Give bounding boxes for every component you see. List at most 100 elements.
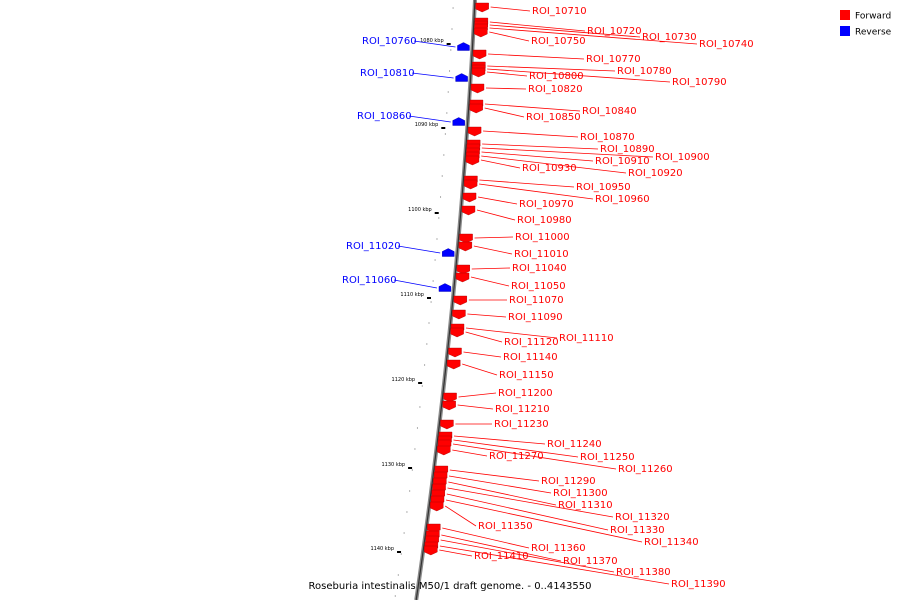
gene-roi-10980[interactable] — [461, 205, 476, 216]
gene-label-roi-10920[interactable]: ROI_10920 — [628, 168, 683, 179]
gene-label-roi-10890[interactable]: ROI_10890 — [600, 144, 655, 155]
gene-label-roi-10910[interactable]: ROI_10910 — [595, 156, 650, 167]
gene-label-roi-11270[interactable]: ROI_11270 — [489, 451, 544, 462]
gene-label-roi-11360[interactable]: ROI_11360 — [531, 543, 586, 554]
gene-roi-10870[interactable] — [467, 126, 482, 137]
leader-roi-11330 — [446, 493, 609, 531]
gene-label-roi-10970[interactable]: ROI_10970 — [519, 199, 574, 210]
gene-roi-10850[interactable] — [469, 103, 483, 114]
gene-roi-10960[interactable] — [463, 179, 478, 190]
gene-label-roi-10960[interactable]: ROI_10960 — [595, 194, 650, 205]
gene-label-roi-11310[interactable]: ROI_11310 — [558, 500, 613, 511]
gene-roi-10800[interactable] — [471, 67, 486, 78]
gene-label-roi-11090[interactable]: ROI_11090 — [508, 312, 563, 323]
gene-roi-10760[interactable] — [457, 42, 470, 51]
gene-label-roi-10730[interactable]: ROI_10730 — [642, 32, 697, 43]
gene-label-roi-11330[interactable]: ROI_11330 — [610, 525, 665, 536]
gene-roi-11050[interactable] — [455, 272, 470, 283]
gene-label-roi-11380[interactable]: ROI_11380 — [616, 567, 671, 578]
gene-label-roi-11140[interactable]: ROI_11140 — [503, 352, 558, 363]
gene-label-roi-10820[interactable]: ROI_10820 — [528, 84, 583, 95]
gene-roi-11090[interactable] — [452, 309, 466, 320]
gene-label-roi-10750[interactable]: ROI_10750 — [531, 36, 586, 47]
gene-roi-11020[interactable] — [442, 248, 455, 257]
gene-label-roi-11230[interactable]: ROI_11230 — [494, 419, 549, 430]
gene-label-roi-10980[interactable]: ROI_10980 — [517, 215, 572, 226]
gene-label-roi-11290[interactable]: ROI_11290 — [541, 476, 596, 487]
gene-label-roi-11390[interactable]: ROI_11390 — [671, 579, 726, 590]
gene-label-roi-10740[interactable]: ROI_10740 — [699, 39, 754, 50]
leader-roi-10930 — [480, 159, 521, 169]
gene-label-roi-11240[interactable]: ROI_11240 — [547, 439, 602, 450]
gene-roi-11150[interactable] — [447, 359, 461, 370]
gene-label-roi-10800[interactable]: ROI_10800 — [529, 71, 584, 82]
gene-label-roi-11050[interactable]: ROI_11050 — [511, 281, 566, 292]
label-leader-lines — [393, 6, 698, 585]
gene-roi-11070[interactable] — [453, 295, 467, 306]
gene-roi-10860[interactable] — [452, 117, 465, 126]
strand-legend: Forward Reverse — [840, 10, 892, 38]
gene-label-roi-11040[interactable]: ROI_11040 — [512, 263, 567, 274]
gene-label-roi-10760[interactable]: ROI_10760 — [362, 36, 417, 47]
gene-roi-10750[interactable] — [474, 27, 488, 38]
gene-roi-11210[interactable] — [442, 400, 456, 411]
gene-label-roi-10950[interactable]: ROI_10950 — [576, 182, 631, 193]
legend-swatch-forward — [840, 10, 850, 20]
gene-label-roi-10720[interactable]: ROI_10720 — [587, 26, 642, 37]
gene-label-roi-11320[interactable]: ROI_11320 — [615, 512, 670, 523]
gene-label-roi-10850[interactable]: ROI_10850 — [526, 112, 581, 123]
gene-roi-11270[interactable] — [437, 445, 451, 456]
gene-label-roi-11370[interactable]: ROI_11370 — [563, 556, 618, 567]
leader-roi-10810 — [411, 72, 454, 79]
gene-label-roi-11120[interactable]: ROI_11120 — [504, 337, 559, 348]
gene-label-roi-10870[interactable]: ROI_10870 — [580, 132, 635, 143]
gene-label-roi-11110[interactable]: ROI_11110 — [559, 333, 614, 344]
gene-label-roi-10790[interactable]: ROI_10790 — [672, 77, 727, 88]
gene-roi-11000[interactable] — [459, 233, 473, 244]
gene-roi-11140[interactable] — [448, 347, 462, 358]
gene-roi-11040[interactable] — [456, 264, 470, 275]
gene-label-roi-10930[interactable]: ROI_10930 — [522, 163, 577, 174]
gene-roi-10710[interactable] — [475, 2, 489, 13]
leader-roi-11110 — [465, 327, 558, 339]
gene-label-roi-11350[interactable]: ROI_11350 — [478, 521, 533, 532]
gene-label-roi-11210[interactable]: ROI_11210 — [495, 404, 550, 415]
gene-label-roi-10710[interactable]: ROI_10710 — [532, 6, 587, 17]
leader-roi-10870 — [483, 130, 579, 138]
gene-label-roi-11340[interactable]: ROI_11340 — [644, 537, 699, 548]
gene-label-roi-10860[interactable]: ROI_10860 — [357, 111, 412, 122]
gene-label-roi-10770[interactable]: ROI_10770 — [586, 54, 641, 65]
tick-label: 1130 kbp — [382, 462, 406, 468]
gene-label-roi-10810[interactable]: ROI_10810 — [360, 68, 415, 79]
gene-label-roi-11000[interactable]: ROI_11000 — [515, 232, 570, 243]
gene-label-roi-11060[interactable]: ROI_11060 — [342, 275, 397, 286]
gene-label-roi-11010[interactable]: ROI_11010 — [514, 249, 569, 260]
gene-label-roi-11300[interactable]: ROI_11300 — [553, 488, 608, 499]
gene-label-roi-11260[interactable]: ROI_11260 — [618, 464, 673, 475]
gene-roi-11060[interactable] — [438, 283, 452, 292]
gene-roi-11010[interactable] — [458, 241, 473, 252]
gene-roi-11120[interactable] — [450, 327, 464, 338]
gene-label-roi-11200[interactable]: ROI_11200 — [498, 388, 553, 399]
gene-label-roi-11250[interactable]: ROI_11250 — [580, 452, 635, 463]
gene-roi-10770[interactable] — [472, 49, 487, 60]
gene-label-roi-10840[interactable]: ROI_10840 — [582, 106, 637, 117]
leader-roi-10850 — [484, 107, 525, 118]
gene-label-roi-10900[interactable]: ROI_10900 — [655, 152, 710, 163]
gene-roi-10820[interactable] — [470, 83, 485, 94]
gene-label-roi-11410[interactable]: ROI_11410 — [474, 551, 529, 562]
gene-roi-11200[interactable] — [443, 392, 457, 403]
gene-roi-10930[interactable] — [465, 155, 480, 166]
gene-label-roi-11150[interactable]: ROI_11150 — [499, 370, 554, 381]
gene-roi-10970[interactable] — [462, 192, 477, 203]
gene-roi-11410[interactable] — [424, 545, 438, 556]
gene-roi-10810[interactable] — [455, 73, 468, 82]
gene-roi-11350[interactable] — [430, 501, 444, 512]
gene-label-roi-11070[interactable]: ROI_11070 — [509, 295, 564, 306]
leader-roi-10770 — [488, 53, 585, 60]
gene-roi-11230[interactable] — [440, 419, 454, 430]
gene-label-roi-10780[interactable]: ROI_10780 — [617, 66, 672, 77]
gene-label-roi-11020[interactable]: ROI_11020 — [346, 241, 401, 252]
